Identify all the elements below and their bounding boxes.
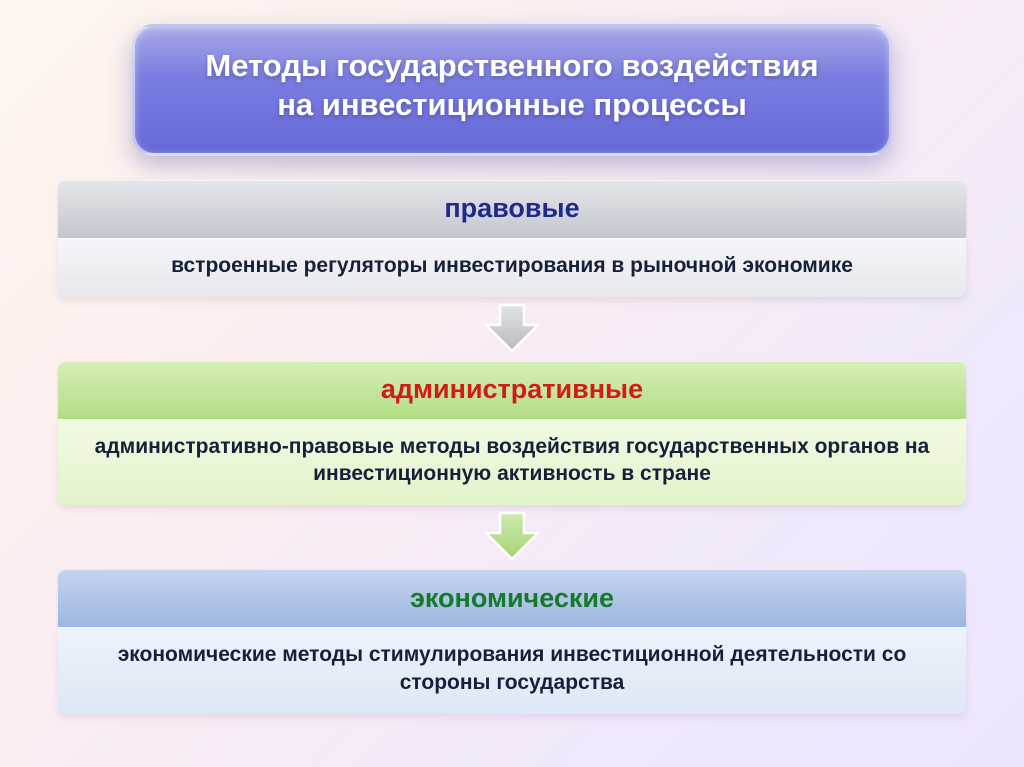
block-administrative: административные административно-правовы… — [58, 361, 966, 506]
block-economic: экономические экономические методы стиму… — [58, 569, 966, 714]
block-economic-body: экономические методы стимулирования инве… — [58, 627, 966, 714]
block-administrative-head: административные — [58, 361, 966, 419]
block-administrative-body: административно-правовые методы воздейст… — [58, 419, 966, 506]
title-box: Методы государственного воздействия на и… — [132, 24, 892, 156]
arrow-down-icon — [482, 511, 542, 561]
arrow-down-icon — [482, 303, 542, 353]
block-legal: правовые встроенные регуляторы инвестиро… — [58, 180, 966, 297]
block-legal-head: правовые — [58, 180, 966, 238]
title-line-1: Методы государственного воздействия — [163, 47, 861, 86]
title-line-2: на инвестиционные процессы — [163, 86, 861, 125]
block-legal-body: встроенные регуляторы инвестирования в р… — [58, 238, 966, 297]
block-economic-head: экономические — [58, 569, 966, 627]
